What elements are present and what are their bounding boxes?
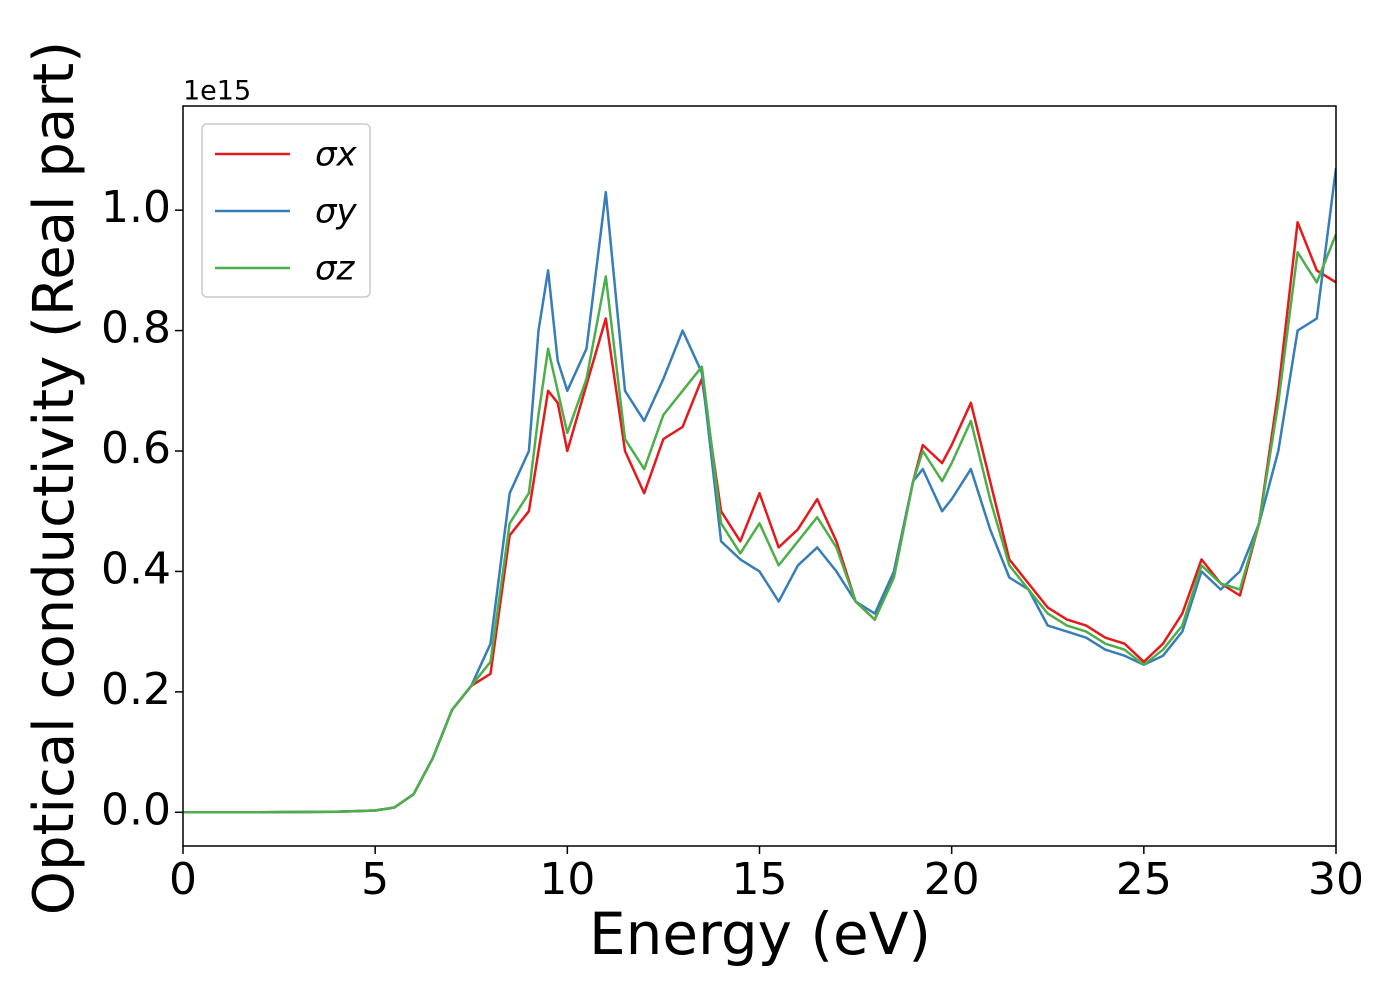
x-tick-label: 25 [1116,854,1172,905]
x-tick-label: 20 [924,854,980,905]
offset-label: 1e15 [183,76,251,107]
y-tick-label: 0.8 [101,303,171,354]
y-tick-label: 0.6 [101,423,171,474]
x-axis-label: Energy (eV) [589,900,931,968]
x-tick-label: 5 [361,854,389,905]
legend-label: σy [315,192,358,232]
legend-label: σz [315,249,356,289]
x-tick-label: 15 [732,854,788,905]
series-line [183,220,1336,814]
legend-label: σx [315,135,358,175]
y-axis-label: Optical conductivity (Real part) [22,41,87,915]
x-tick-label: 0 [169,854,197,905]
x-tick-label: 10 [539,854,595,905]
x-tick-label: 30 [1308,854,1364,905]
y-tick-label: 0.0 [101,784,171,835]
series-line [183,167,1336,814]
series-line [183,233,1336,814]
y-tick-label: 1.0 [101,182,171,233]
y-tick-label: 0.4 [101,543,171,594]
y-tick-label: 0.2 [101,664,171,715]
plot-frame [182,105,1337,847]
